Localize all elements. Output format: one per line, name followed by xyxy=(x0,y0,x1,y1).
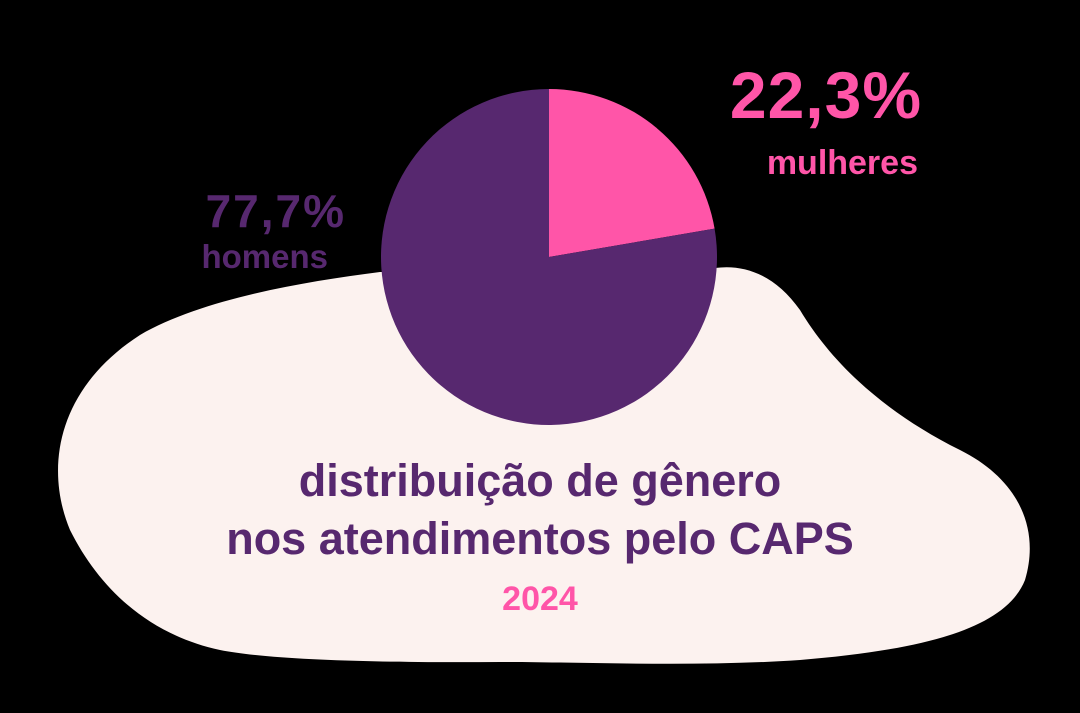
title-line-1: distribuição de gênero xyxy=(298,455,782,506)
pie-slice-homens xyxy=(381,89,718,425)
chart-title: distribuição de gênero nos atendimentos … xyxy=(0,452,1080,616)
men-percentage: 77,7% xyxy=(205,185,346,237)
men-label: homens xyxy=(201,238,328,275)
pie-slice-mulheres xyxy=(549,89,715,257)
year-label: 2024 xyxy=(502,580,578,618)
title-line-2: nos atendimentos pelo CAPS xyxy=(226,513,854,564)
women-percentage: 22,3% xyxy=(729,58,922,132)
women-label: mulheres xyxy=(766,144,918,182)
